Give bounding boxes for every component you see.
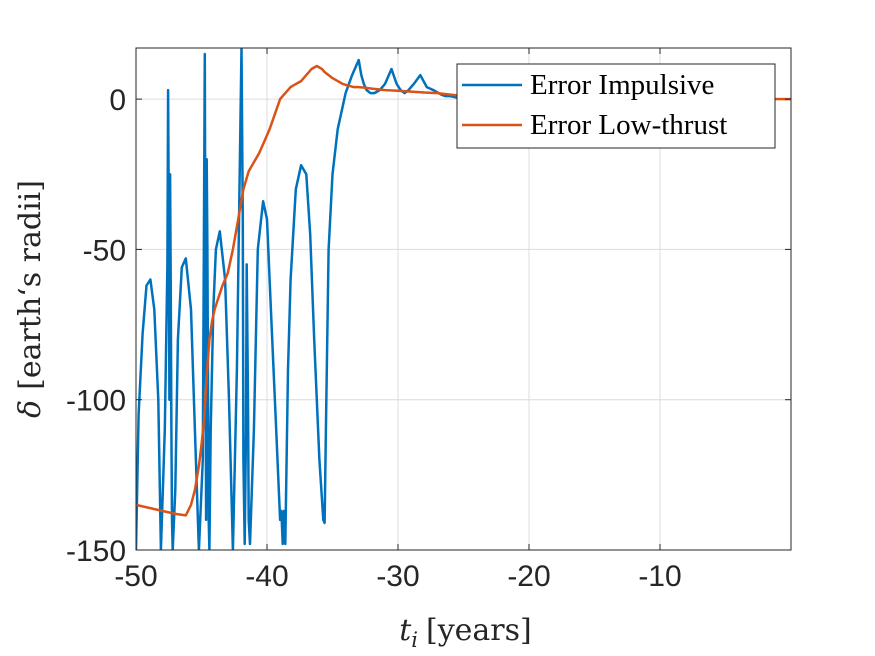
x-tick-label: -10: [638, 560, 681, 593]
series-line-impulsive: [136, 48, 478, 550]
x-tick-label: -50: [114, 560, 157, 593]
series-group: [136, 48, 791, 550]
x-axis-subscript: i: [411, 628, 418, 652]
x-axis-label: ti [years]: [399, 613, 532, 652]
legend: Error Impulsive Error Low-thrust: [456, 63, 776, 149]
y-tick-label: 0: [109, 84, 126, 117]
y-axis-symbol: δ: [13, 400, 48, 418]
y-axis-label: δ [earth‘s radii]: [13, 180, 48, 418]
axes-box: [135, 47, 792, 551]
series-line-low-thrust: [136, 64, 791, 517]
x-tick-label: -20: [507, 560, 550, 593]
y-tick-label: -150: [66, 535, 126, 568]
legend-box: [456, 63, 776, 149]
y-axis-unit: [earth‘s radii]: [13, 180, 48, 390]
x-tick-label: -30: [376, 560, 419, 593]
x-axis-symbol: t: [399, 613, 412, 648]
legend-label-low-thrust: Error Low-thrust: [530, 109, 727, 141]
x-tick-label: -40: [245, 560, 288, 593]
ticks: -50 -40 -30 -20 -10 -150 -100 -50 0: [66, 48, 791, 593]
y-tick-label: -100: [66, 385, 126, 418]
x-axis-unit: [years]: [426, 613, 532, 648]
legend-label-impulsive: Error Impulsive: [530, 69, 714, 101]
y-tick-label: -50: [83, 234, 126, 267]
